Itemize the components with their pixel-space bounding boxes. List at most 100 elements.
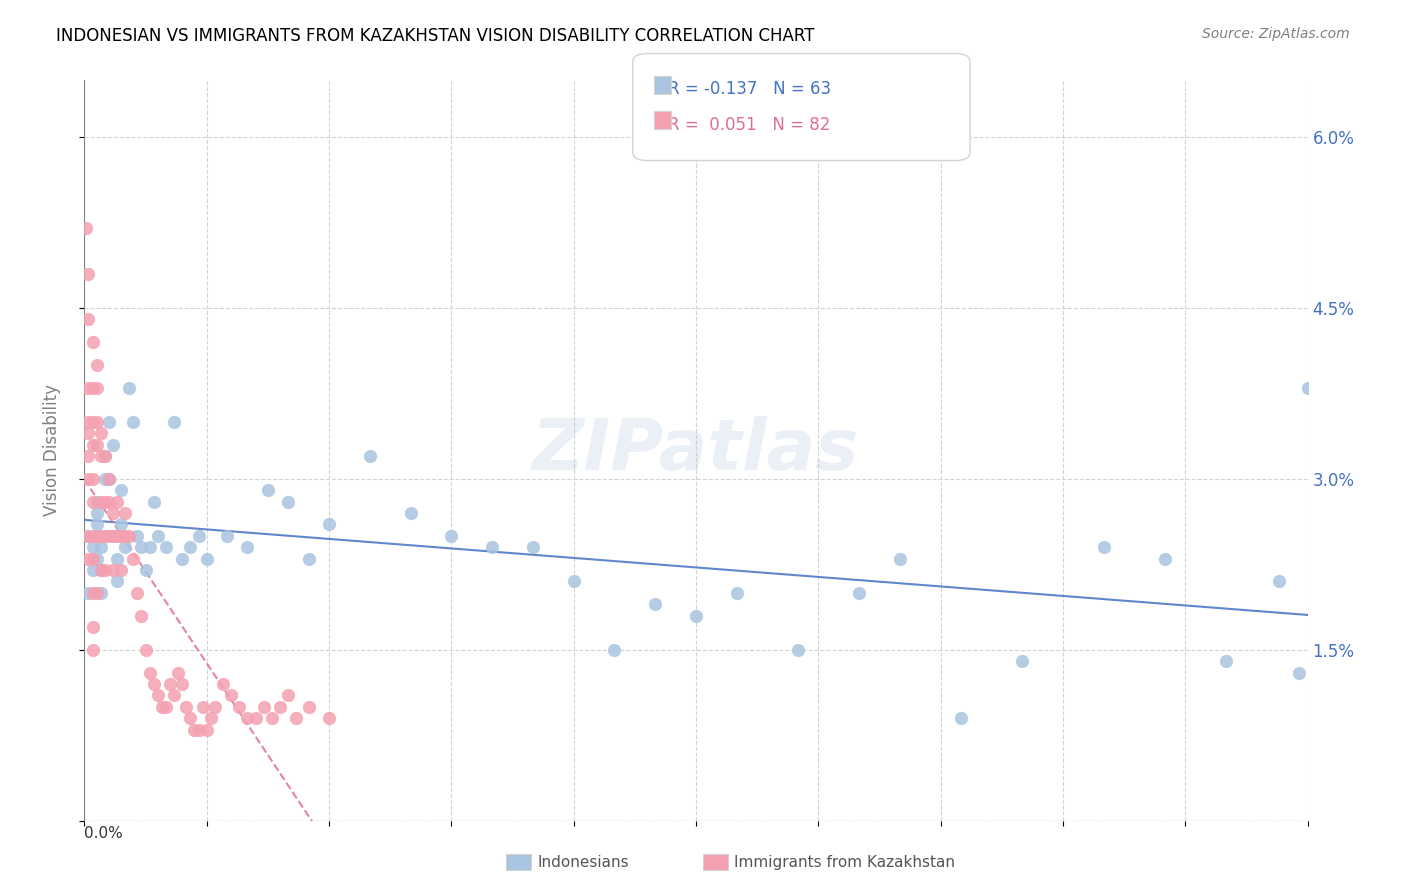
Point — [82, 586, 104, 600]
Point — [77, 529, 100, 543]
Point — [359, 449, 381, 463]
Point — [101, 438, 124, 452]
Point — [440, 529, 463, 543]
Point — [97, 415, 120, 429]
Point — [86, 551, 108, 566]
Point — [155, 699, 177, 714]
Point — [97, 529, 120, 543]
Point — [90, 586, 112, 600]
Point — [228, 699, 250, 714]
Point — [399, 506, 422, 520]
Point — [86, 415, 108, 429]
Point — [105, 574, 128, 589]
Point — [90, 529, 112, 543]
Point — [253, 699, 276, 714]
Point — [1011, 654, 1033, 668]
Point — [183, 723, 205, 737]
Point — [159, 677, 181, 691]
Point — [318, 517, 340, 532]
Point — [118, 529, 141, 543]
Point — [562, 574, 585, 589]
Point — [127, 529, 149, 543]
Point — [93, 563, 115, 577]
Point — [122, 415, 145, 429]
Point — [77, 551, 100, 566]
Point — [212, 677, 235, 691]
Point — [82, 381, 104, 395]
Point — [82, 541, 104, 555]
Point — [236, 541, 259, 555]
Point — [82, 620, 104, 634]
Point — [101, 563, 124, 577]
Point — [285, 711, 308, 725]
Point — [146, 529, 169, 543]
Point — [1153, 551, 1175, 566]
Point — [114, 541, 136, 555]
Point — [97, 494, 120, 508]
Text: ZIPatlas: ZIPatlas — [533, 416, 859, 485]
Point — [172, 551, 194, 566]
Point — [86, 529, 108, 543]
Text: INDONESIAN VS IMMIGRANTS FROM KAZAKHSTAN VISION DISABILITY CORRELATION CHART: INDONESIAN VS IMMIGRANTS FROM KAZAKHSTAN… — [56, 27, 814, 45]
Point — [114, 529, 136, 543]
Point — [187, 723, 209, 737]
Point — [191, 699, 214, 714]
Point — [179, 711, 201, 725]
Point — [155, 541, 177, 555]
Point — [77, 472, 100, 486]
Point — [889, 551, 911, 566]
Point — [236, 711, 259, 725]
Point — [114, 506, 136, 520]
Point — [86, 494, 108, 508]
Point — [163, 689, 186, 703]
Point — [644, 597, 666, 611]
Point — [105, 494, 128, 508]
Point — [1092, 541, 1115, 555]
Point — [110, 529, 132, 543]
Point — [90, 541, 112, 555]
Point — [82, 335, 104, 350]
Point — [950, 711, 973, 725]
Point — [82, 529, 104, 543]
Point — [131, 541, 153, 555]
Point — [204, 699, 226, 714]
Point — [90, 563, 112, 577]
Point — [93, 472, 115, 486]
Text: 0.0%: 0.0% — [84, 826, 124, 841]
Point — [86, 358, 108, 372]
Point — [101, 506, 124, 520]
Point — [219, 689, 242, 703]
Point — [848, 586, 870, 600]
Point — [77, 312, 100, 326]
Point — [86, 438, 108, 452]
Text: R = -0.137   N = 63: R = -0.137 N = 63 — [668, 80, 831, 98]
Point — [150, 699, 173, 714]
Point — [135, 642, 157, 657]
Point — [82, 494, 104, 508]
Point — [260, 711, 283, 725]
Point — [93, 529, 115, 543]
Point — [110, 483, 132, 498]
Point — [138, 665, 160, 680]
Point — [82, 563, 104, 577]
Point — [179, 541, 201, 555]
Point — [142, 494, 165, 508]
Point — [122, 551, 145, 566]
Point — [245, 711, 267, 725]
Point — [90, 494, 112, 508]
Point — [127, 586, 149, 600]
Point — [146, 689, 169, 703]
Point — [75, 221, 97, 235]
Point — [93, 494, 115, 508]
Point — [167, 665, 190, 680]
Point — [603, 642, 626, 657]
Point — [1288, 665, 1310, 680]
Point — [217, 529, 239, 543]
Point — [86, 506, 108, 520]
Point — [97, 472, 120, 486]
Text: R =  0.051   N = 82: R = 0.051 N = 82 — [668, 116, 830, 134]
Point — [318, 711, 340, 725]
Point — [174, 699, 197, 714]
Point — [257, 483, 280, 498]
Point — [77, 426, 100, 441]
